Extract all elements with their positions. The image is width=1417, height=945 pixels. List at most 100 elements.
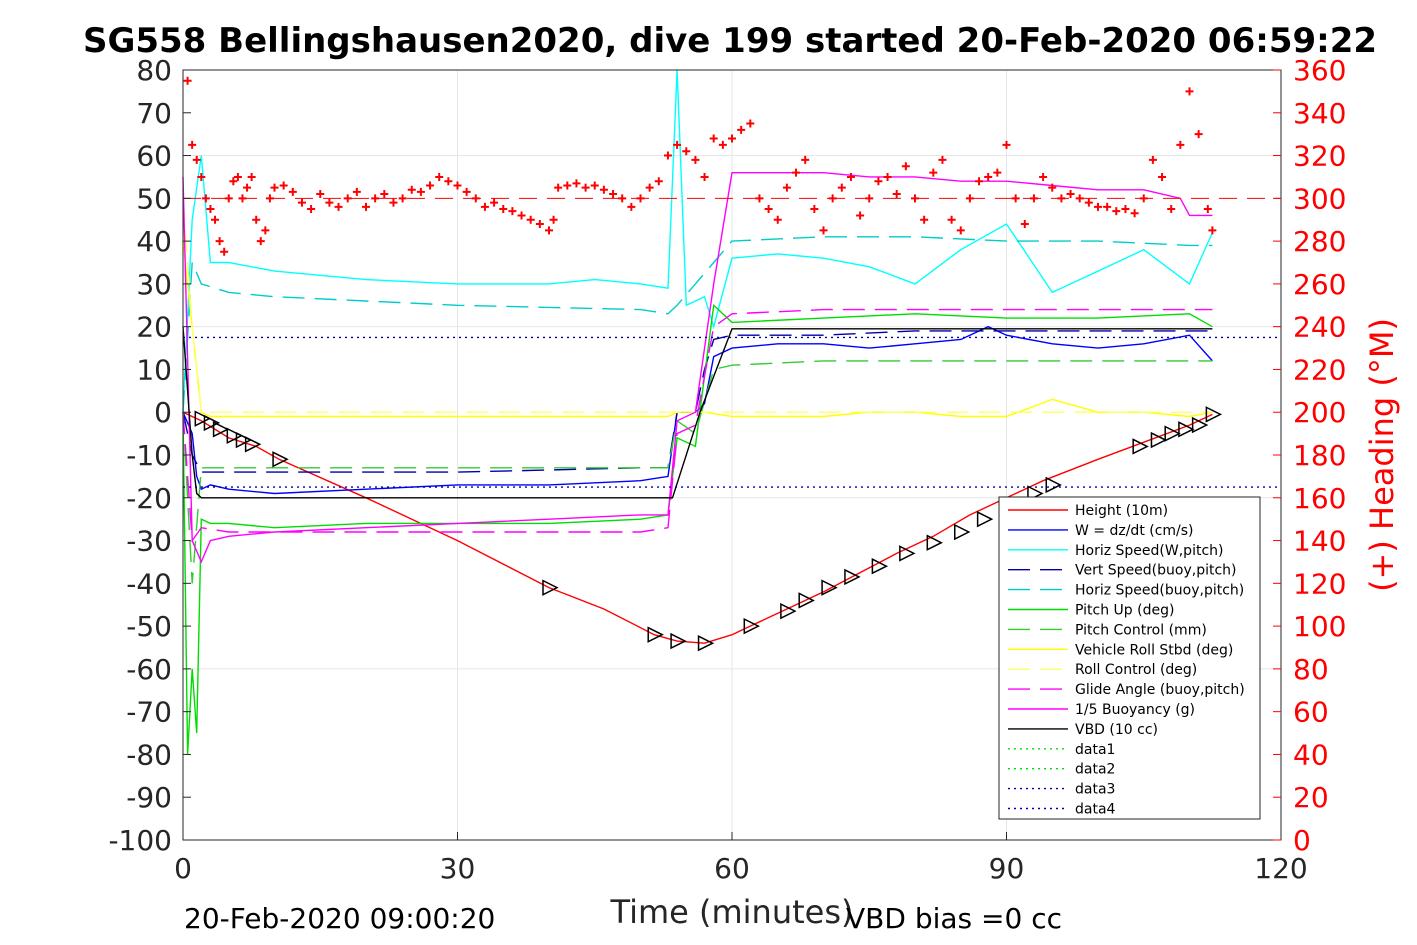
y2-tick-label: 180 <box>1293 439 1346 472</box>
heading-point <box>700 172 709 181</box>
y-tick-label: -100 <box>108 824 172 857</box>
legend-entry: Pitch Control (mm) <box>1075 622 1207 638</box>
depth-marker <box>1164 425 1181 442</box>
heading-point <box>1029 194 1038 203</box>
footer-timestamp: 20-Feb-2020 09:00:20 <box>184 902 495 935</box>
heading-point <box>801 155 810 164</box>
heading-point <box>709 134 718 143</box>
x-tick-label: 90 <box>989 852 1025 885</box>
y-tick-label: -50 <box>126 610 172 643</box>
depth-marker <box>647 626 664 643</box>
heading-point <box>490 198 499 207</box>
legend-entry: 1/5 Buoyancy (g) <box>1075 702 1195 718</box>
heading-point <box>307 205 316 214</box>
y-tick-label: -40 <box>126 567 172 600</box>
heading-point <box>764 205 773 214</box>
y-tick-label: -10 <box>126 439 172 472</box>
heading-point <box>956 226 965 235</box>
heading-point <box>1039 172 1048 181</box>
heading-point <box>856 211 865 220</box>
depth-marker <box>976 510 994 528</box>
series-line-4 <box>182 236 1213 413</box>
x-tick-label: 60 <box>714 852 750 885</box>
heading-point <box>316 190 325 199</box>
heading-point <box>549 215 558 224</box>
heading-point <box>965 194 974 203</box>
heading-point <box>682 147 691 156</box>
heading-point <box>334 202 343 211</box>
depth-marker <box>821 579 838 596</box>
depth-marker <box>194 410 211 427</box>
y-tick-label: 30 <box>136 268 172 301</box>
y2-tick-label: 0 <box>1293 824 1311 857</box>
heading-point <box>737 125 746 134</box>
heading-point <box>590 181 599 190</box>
depth-marker <box>272 451 289 468</box>
heading-point <box>197 172 206 181</box>
heading-point <box>1194 130 1203 139</box>
y2-tick-label: 80 <box>1293 653 1329 686</box>
heading-point <box>192 155 201 164</box>
y-tick-label: 0 <box>154 396 172 429</box>
legend-entry: data1 <box>1075 742 1115 758</box>
heading-point <box>1002 140 1011 149</box>
depth-marker <box>926 534 943 551</box>
heading-point <box>563 181 572 190</box>
series-line-10 <box>182 171 1213 564</box>
heading-point <box>572 179 581 188</box>
heading-point <box>1048 183 1057 192</box>
heading-point <box>1020 220 1029 228</box>
depth-marker <box>1205 406 1223 423</box>
legend-entry: Vert Speed(buoy,pitch) <box>1075 563 1237 579</box>
legend-entry: Roll Control (deg) <box>1075 662 1197 678</box>
heading-point <box>819 226 828 235</box>
heading-point <box>325 198 334 207</box>
heading-point <box>599 185 608 194</box>
series-layer <box>182 69 1281 755</box>
y2-tick-label: 160 <box>1293 482 1346 515</box>
heading-point <box>581 183 590 192</box>
heading-point <box>416 187 425 196</box>
heading-point <box>183 76 192 85</box>
depth-marker <box>871 558 889 575</box>
legend-entry: data4 <box>1075 802 1116 818</box>
series-line-9 <box>182 308 1213 543</box>
y-tick-label: -90 <box>126 781 172 814</box>
heading-point <box>288 187 297 196</box>
legend-entry: VBD (10 cc) <box>1075 722 1158 738</box>
heading-point <box>1176 140 1185 149</box>
heading-point <box>728 134 736 143</box>
depth-marker <box>697 635 715 652</box>
heading-point <box>238 194 247 203</box>
heading-point <box>1167 205 1176 214</box>
heading-point <box>407 185 416 194</box>
y-tick-label: -70 <box>126 696 172 729</box>
heading-point <box>1158 172 1167 181</box>
depth-marker <box>203 414 221 432</box>
heading-point <box>535 220 544 228</box>
y2-tick-label: 260 <box>1293 268 1346 301</box>
heading-point <box>480 202 489 211</box>
y2-tick-label: 320 <box>1293 140 1346 173</box>
depth-marker <box>212 421 230 438</box>
heading-point <box>279 181 288 190</box>
y2-tick-label: 240 <box>1293 311 1346 344</box>
heading-point <box>618 194 627 203</box>
heading-point <box>1139 194 1148 203</box>
heading-point <box>233 172 242 181</box>
heading-point <box>343 194 352 203</box>
heading-point <box>362 202 370 211</box>
heading-point <box>645 183 654 192</box>
heading-point <box>1130 209 1139 218</box>
heading-point <box>746 119 755 128</box>
y-tick-label: 10 <box>136 353 172 386</box>
heading-point <box>673 140 682 149</box>
y2-tick-label: 100 <box>1293 610 1346 643</box>
heading-point <box>1011 194 1020 203</box>
legend-box <box>998 496 1261 820</box>
heading-point <box>1057 194 1066 203</box>
heading-point <box>211 215 220 224</box>
y-tick-label: -80 <box>126 738 172 771</box>
legend-entry: W = dz/dt (cm/s) <box>1075 523 1194 539</box>
heading-point <box>938 155 947 164</box>
